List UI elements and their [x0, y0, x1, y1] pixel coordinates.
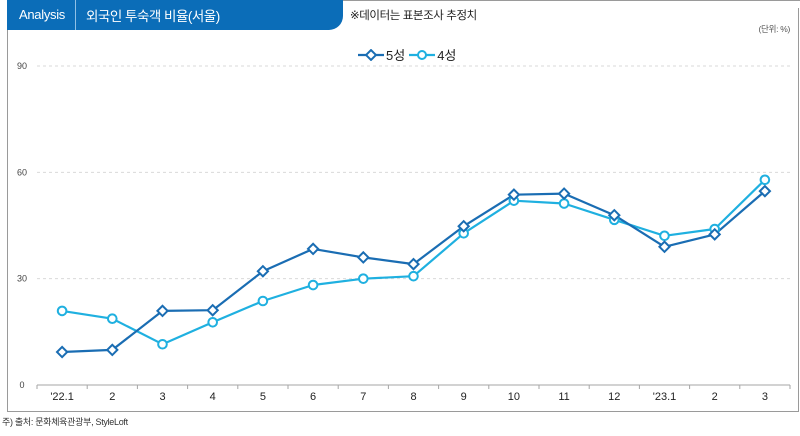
data-point-4star [659, 230, 670, 242]
x-tick-label: 8 [410, 391, 416, 403]
data-point-4star [408, 270, 419, 282]
circle-marker-icon [409, 49, 436, 60]
data-point-5star [155, 304, 170, 318]
data-point-5star [607, 208, 621, 222]
data-point-5star [306, 242, 320, 256]
data-point-5star [657, 240, 672, 254]
data-point-5star [557, 187, 571, 201]
legend-item-4star: 4성 [409, 45, 456, 64]
unit-label: (단위: %) [758, 24, 791, 34]
data-point-4star [56, 305, 68, 317]
data-point-4star [759, 174, 771, 186]
x-axis: '22.1 2 3 4 5 6 7 8 9 10 11 12 '23.1 2 3 [36, 384, 791, 403]
x-tick-label: 2 [109, 391, 115, 403]
x-tick-label: 9 [461, 391, 467, 403]
data-point-4star [207, 316, 218, 328]
x-tick-label: 2 [712, 391, 718, 403]
x-tick-label: 7 [360, 391, 366, 403]
header-bar: Analysis 외국인 투숙객 비율(서울) [7, 0, 343, 30]
data-point-4star [157, 338, 168, 350]
data-point-5star [206, 303, 220, 317]
header-tag: Analysis [7, 0, 77, 30]
data-point-4star [107, 313, 118, 325]
data-point-5star [356, 250, 370, 264]
top-border [343, 0, 800, 1]
x-tick-label: 11 [558, 391, 569, 403]
data-point-5star [55, 345, 69, 359]
source-note: 주) 출처: 문화체육관광부, StyleLoft [2, 417, 128, 427]
data-point-5star [105, 343, 119, 357]
x-tick-label: 5 [260, 391, 266, 403]
data-point-5star [406, 257, 421, 271]
x-tick-label: 4 [210, 391, 216, 403]
legend-label-5star: 5성 [386, 48, 406, 63]
x-tick-label: 6 [310, 391, 316, 403]
data-point-5star [256, 264, 270, 278]
data-point-5star [507, 188, 521, 202]
x-tick-label: 3 [762, 391, 768, 403]
data-point-4star [307, 279, 319, 291]
data-note: ※데이터는 표본조사 추정치 [350, 10, 477, 22]
x-tick-label: 12 [608, 391, 620, 403]
legend-item-5star: 5성 [358, 45, 405, 64]
series-markers [55, 174, 772, 359]
chart-title: 외국인 투숙객 비율(서울) [86, 9, 220, 24]
x-tick-label: 10 [508, 391, 520, 403]
legend-label-4star: 4성 [437, 48, 457, 63]
data-point-5star [758, 184, 772, 198]
data-point-4star [257, 295, 269, 307]
x-tick-label: '23.1 [653, 391, 677, 403]
data-point-4star [558, 198, 570, 209]
y-tick-label: 60 [17, 167, 27, 177]
data-point-4star [358, 273, 369, 284]
y-tick-label: 0 [19, 380, 24, 390]
chart-frame [7, 8, 799, 412]
y-tick-label: 90 [17, 61, 27, 71]
diamond-marker-icon [358, 48, 384, 61]
x-tick-label: '22.1 [50, 391, 74, 403]
data-point-5star [457, 219, 471, 233]
x-tick-label: 3 [159, 391, 165, 403]
legend: 5성 4성 [358, 45, 456, 64]
gridlines [37, 65, 790, 280]
y-tick-label: 30 [17, 274, 27, 284]
y-axis-ticks: 0 30 60 90 [17, 61, 27, 390]
data-point-5star [708, 227, 722, 241]
